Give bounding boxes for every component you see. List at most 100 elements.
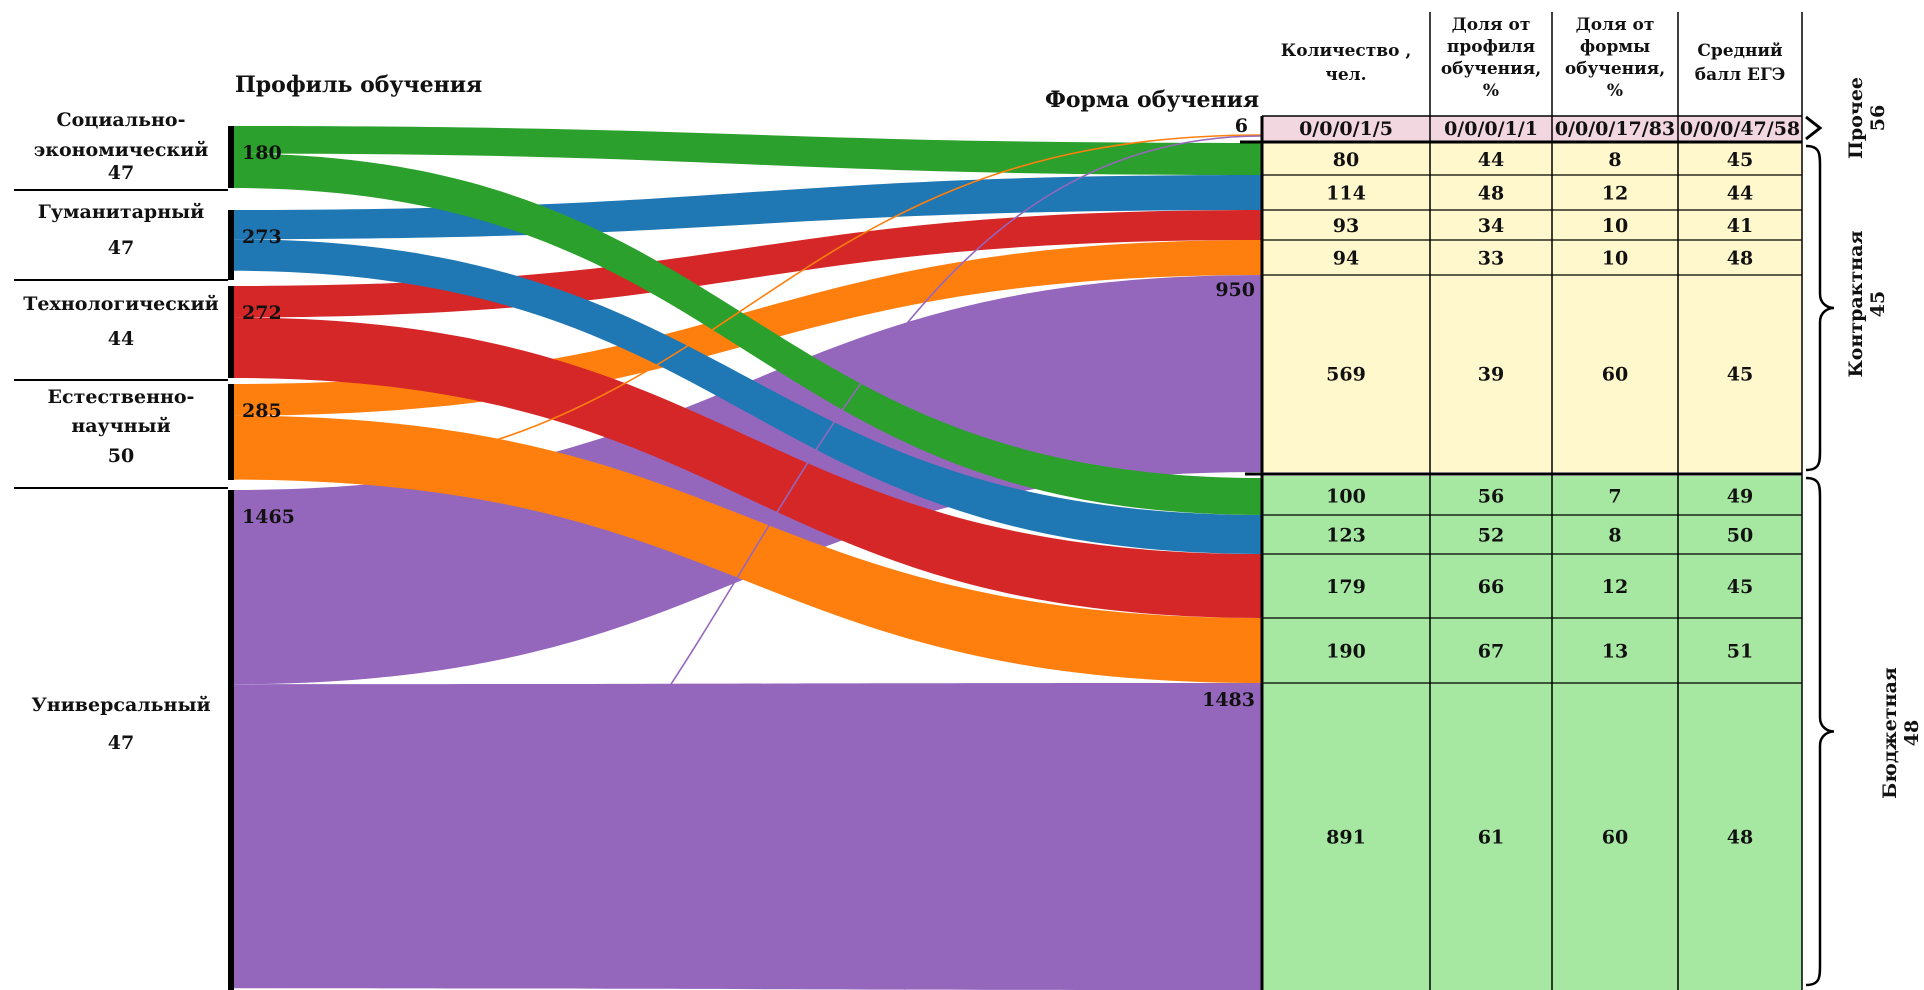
contract-row-cell: 41 xyxy=(1727,215,1753,237)
contract-row-cell: 39 xyxy=(1478,364,1504,386)
table-header-0: Количество , чел. xyxy=(1281,41,1412,85)
contract-row-cell: 93 xyxy=(1333,215,1359,237)
form-score-budget: 48 xyxy=(1901,720,1923,746)
flow-humanities-contract xyxy=(232,175,1262,240)
budget-row-cell: 66 xyxy=(1478,576,1504,598)
budget-row-cell: 60 xyxy=(1602,827,1628,849)
profile-name-tech: Технологический xyxy=(23,293,218,315)
budget-row-cell: 56 xyxy=(1478,486,1504,508)
contract-row-cell: 569 xyxy=(1326,364,1366,386)
flow-natural-other xyxy=(231,134,1263,480)
contract-row-cell: 114 xyxy=(1326,183,1366,205)
budget-row-cell: 100 xyxy=(1326,486,1366,508)
bracket-other xyxy=(1805,115,1823,141)
budget-row-cell: 50 xyxy=(1727,525,1753,547)
profile-score-humanities: 47 xyxy=(108,237,134,259)
budget-row-cell: 67 xyxy=(1478,641,1504,663)
profile-name-social: экономический xyxy=(34,139,209,161)
left-node-natural xyxy=(228,384,234,480)
contract-row-cell: 48 xyxy=(1478,183,1504,205)
bracket-budget xyxy=(1805,476,1835,987)
other-row-cell: 0/0/0/1/5 xyxy=(1299,118,1393,140)
left-node-humanities xyxy=(228,210,234,280)
flow-tech-budget xyxy=(232,317,1262,618)
bracket-contract xyxy=(1805,144,1835,472)
left-node-count-universal: 1465 xyxy=(242,506,295,528)
contract-row-cell: 44 xyxy=(1727,183,1753,205)
form-total-contract: 950 xyxy=(1215,279,1255,301)
form-score-other: 56 xyxy=(1867,105,1889,131)
budget-row-cell: 51 xyxy=(1727,641,1753,663)
form-label-budget: Бюджетная 48 xyxy=(1879,667,1923,799)
contract-row-cell: 45 xyxy=(1727,364,1753,386)
flow-universal-other xyxy=(231,135,1263,989)
budget-row-cell: 49 xyxy=(1727,486,1753,508)
profile-score-tech: 44 xyxy=(108,328,134,350)
table-header-2: Доля от формы обучения,% xyxy=(1565,15,1665,101)
budget-row-cell: 123 xyxy=(1326,525,1366,547)
right-title: Форма обучения xyxy=(1045,87,1259,113)
contract-block-fill xyxy=(1262,143,1802,472)
contract-row-cell: 45 xyxy=(1727,149,1753,171)
budget-row-cell: 7 xyxy=(1608,486,1621,508)
left-node-count-natural: 285 xyxy=(242,400,282,422)
form-total-budget: 1483 xyxy=(1202,689,1255,711)
contract-row-cell: 94 xyxy=(1333,248,1359,270)
profile-score-natural: 50 xyxy=(108,445,134,467)
budget-row-cell: 52 xyxy=(1478,525,1504,547)
form-label-contract: Контрактная 45 xyxy=(1845,231,1889,378)
left-node-count-humanities: 273 xyxy=(242,226,282,248)
flow-universal-budget xyxy=(232,683,1262,990)
contract-row-cell: 34 xyxy=(1478,215,1504,237)
form-name-budget: Бюджетная xyxy=(1879,667,1901,799)
left-node-tech xyxy=(228,286,234,378)
contract-row-cell: 48 xyxy=(1727,248,1753,270)
contract-row-cell: 33 xyxy=(1478,248,1504,270)
left-node-social xyxy=(228,126,234,188)
profile-name-social: Социально- xyxy=(57,109,186,131)
contract-row-cell: 8 xyxy=(1608,149,1621,171)
form-score-contract: 45 xyxy=(1867,291,1889,317)
left-title: Профиль обучения xyxy=(235,72,482,98)
left-node-count-tech: 272 xyxy=(242,302,282,324)
flow-social-budget xyxy=(232,153,1262,516)
profile-name-universal: Универсальный xyxy=(31,694,210,716)
contract-row-cell: 60 xyxy=(1602,364,1628,386)
budget-row-cell: 179 xyxy=(1326,576,1366,598)
left-node-count-social: 180 xyxy=(242,142,282,164)
form-total-other: 6 xyxy=(1235,115,1248,137)
profile-name-natural: Естественно- xyxy=(48,386,195,408)
table-header-1: Доля от профиля обучения,% xyxy=(1441,15,1541,101)
form-label-other: Прочее 56 xyxy=(1845,77,1889,159)
profile-name-humanities: Гуманитарный xyxy=(38,201,205,223)
budget-row-cell: 45 xyxy=(1727,576,1753,598)
budget-row-cell: 891 xyxy=(1326,827,1366,849)
budget-row-cell: 61 xyxy=(1478,827,1504,849)
contract-row-cell: 44 xyxy=(1478,149,1504,171)
budget-row-cell: 8 xyxy=(1608,525,1621,547)
flow-humanities-budget xyxy=(232,239,1262,554)
other-row-cell: 0/0/0/1/1 xyxy=(1444,118,1538,140)
contract-row-cell: 10 xyxy=(1602,215,1628,237)
budget-row-cell: 190 xyxy=(1326,641,1366,663)
profile-name-natural: научный xyxy=(71,415,170,437)
other-row-cell: 0/0/0/47/58 xyxy=(1680,118,1800,140)
table-header-3: Средний балл ЕГЭ xyxy=(1695,41,1785,85)
budget-block-fill xyxy=(1262,476,1802,990)
contract-row-cell: 10 xyxy=(1602,248,1628,270)
contract-row-cell: 80 xyxy=(1333,149,1359,171)
flow-natural-budget xyxy=(232,415,1262,683)
other-row-cell: 0/0/0/17/83 xyxy=(1555,118,1675,140)
form-name-contract: Контрактная xyxy=(1845,231,1867,378)
contract-row-cell: 12 xyxy=(1602,183,1628,205)
form-name-other: Прочее xyxy=(1845,77,1867,159)
budget-row-cell: 48 xyxy=(1727,827,1753,849)
budget-row-cell: 13 xyxy=(1602,641,1628,663)
profile-score-universal: 47 xyxy=(108,732,134,754)
other-row-fill xyxy=(1262,116,1802,141)
left-node-universal xyxy=(228,490,234,990)
budget-row-cell: 12 xyxy=(1602,576,1628,598)
profile-score-social: 47 xyxy=(108,162,134,184)
flow-social-contract xyxy=(232,126,1262,175)
